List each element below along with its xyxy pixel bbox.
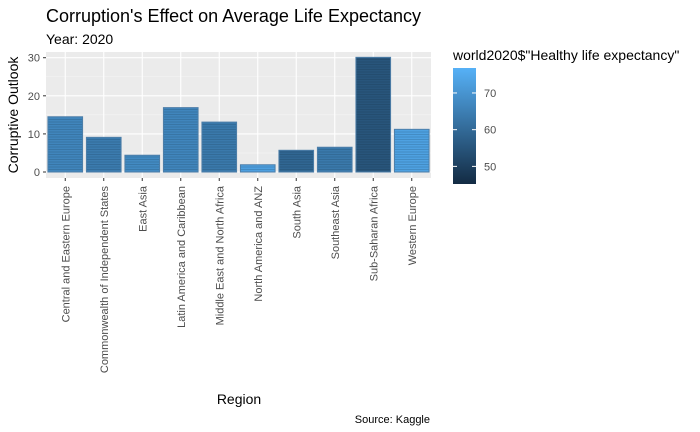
bar-body bbox=[162, 107, 199, 173]
bar-body bbox=[47, 116, 84, 173]
bar bbox=[355, 56, 392, 173]
chart-title: Corruption's Effect on Average Life Expe… bbox=[46, 6, 421, 26]
x-tick-label: Commonwealth of Independent States bbox=[99, 186, 111, 374]
bar-body bbox=[278, 149, 315, 173]
x-tick-label: Latin America and Caribbean bbox=[176, 186, 188, 328]
bar-body bbox=[124, 154, 161, 173]
x-tick-label: Western Europe bbox=[407, 186, 419, 265]
bar-body bbox=[355, 56, 392, 173]
x-tick-label: Southeast Asia bbox=[330, 185, 342, 259]
bar bbox=[239, 164, 276, 173]
y-tick-label: 20 bbox=[28, 91, 40, 103]
x-tick-label: North America and ANZ bbox=[253, 186, 265, 302]
bar bbox=[201, 121, 238, 173]
y-tick-label: 10 bbox=[28, 129, 40, 141]
x-axis-label: Region bbox=[217, 391, 261, 407]
bar bbox=[162, 107, 199, 173]
legend-tick-label: 70 bbox=[484, 88, 496, 100]
bar bbox=[124, 154, 161, 173]
x-tick-label: East Asia bbox=[137, 185, 149, 232]
bar-body bbox=[201, 121, 238, 173]
bars bbox=[47, 56, 430, 173]
legend-tick-label: 50 bbox=[484, 161, 496, 173]
legend-title: world2020$"Healthy life expectancy" bbox=[452, 47, 679, 63]
x-tick-label: Sub-Saharan Africa bbox=[368, 185, 380, 281]
chart-subtitle: Year: 2020 bbox=[46, 31, 113, 47]
y-axis-label: Corruptive Outlook bbox=[5, 56, 21, 174]
bar-body bbox=[85, 136, 122, 173]
bar bbox=[278, 149, 315, 173]
bar bbox=[47, 116, 84, 173]
x-axis-ticks: Central and Eastern Europe Commonwealth o… bbox=[60, 178, 419, 373]
y-tick-label: 30 bbox=[28, 53, 40, 65]
bar-body bbox=[316, 146, 353, 173]
x-tick-label: Middle East and North Africa bbox=[214, 185, 226, 325]
x-tick-label: South Asia bbox=[291, 185, 303, 238]
legend-colorbar bbox=[453, 68, 476, 184]
y-axis-ticks: 0 10 20 30 bbox=[28, 53, 46, 179]
bar-body bbox=[393, 128, 430, 173]
bar bbox=[393, 128, 430, 173]
chart-caption: Source: Kaggle bbox=[355, 414, 430, 426]
legend-tick-label: 60 bbox=[484, 125, 496, 137]
bar bbox=[316, 146, 353, 173]
y-tick-label: 0 bbox=[34, 167, 40, 179]
bar-body bbox=[239, 164, 276, 173]
bar bbox=[85, 136, 122, 173]
legend: world2020$"Healthy life expectancy" 50 60… bbox=[452, 47, 679, 184]
legend-ticks: 50 60 70 bbox=[453, 88, 496, 173]
x-tick-label: Central and Eastern Europe bbox=[60, 186, 72, 322]
